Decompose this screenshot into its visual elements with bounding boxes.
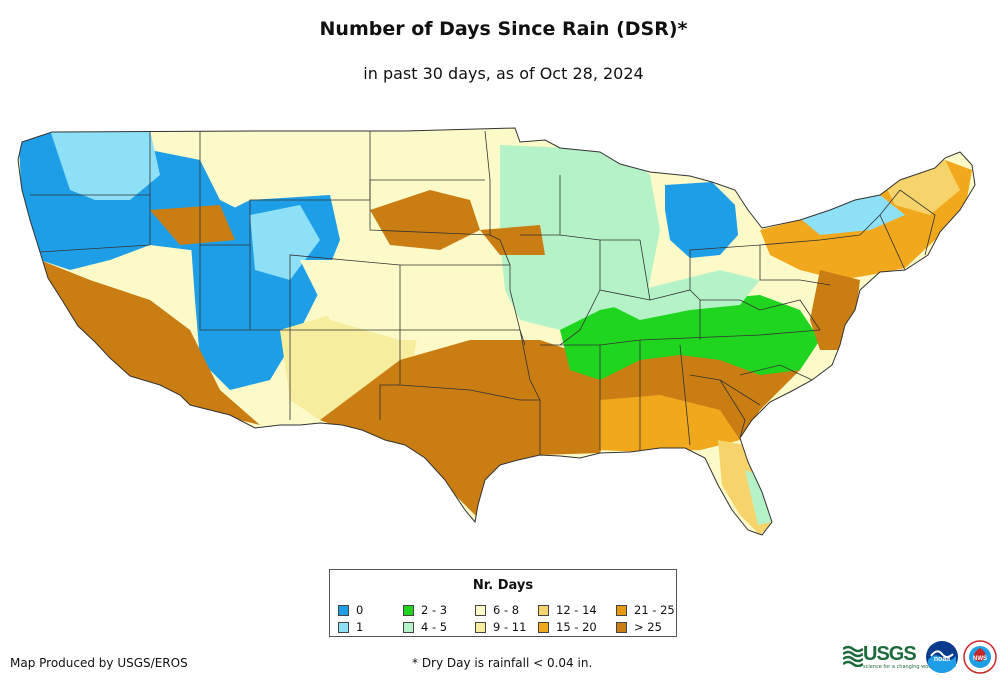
- legend-label: 9 - 11: [493, 620, 527, 634]
- nws-logo: NWS: [963, 640, 997, 674]
- legend-label: 6 - 8: [493, 603, 520, 617]
- region-2-3-ohio-valley: [560, 295, 820, 380]
- map-credit: Map Produced by USGS/EROS: [10, 656, 188, 670]
- map-legend: Nr. Days 0 1 2 - 3 4 - 5 6 - 8 9 - 11 12 - 14 1…: [329, 569, 677, 637]
- region-over-25-northern-plains: [370, 190, 480, 250]
- legend-swatch: [403, 605, 414, 616]
- region-over-25-idaho: [150, 205, 235, 245]
- legend-swatch: [616, 605, 627, 616]
- region-4-5-upper-midwest: [500, 145, 660, 340]
- legend-swatch: [475, 605, 486, 616]
- usgs-wordmark: USGS: [863, 643, 917, 665]
- legend-swatch: [475, 622, 486, 633]
- region-over-25-nebraska: [480, 225, 545, 255]
- map-title: Number of Days Since Rain (DSR)*: [319, 18, 688, 40]
- legend-label: > 25: [634, 620, 662, 634]
- region-4-5-ohio-north: [600, 270, 760, 320]
- conus-outline: [17, 127, 976, 536]
- legend-label: 21 - 25: [634, 603, 675, 617]
- legend-swatch: [338, 622, 349, 633]
- nws-emblem-icon: NWS: [963, 640, 997, 674]
- legend-label: 0: [356, 603, 364, 617]
- legend-label: 4 - 5: [421, 620, 448, 634]
- region-0-michigan: [665, 182, 738, 258]
- dry-day-footnote: * Dry Day is rainfall < 0.04 in.: [412, 656, 593, 670]
- usgs-logo: USGS science for a changing world: [843, 643, 935, 671]
- region-15-20-gulf-coast: [600, 395, 740, 452]
- legend-label: 15 - 20: [556, 620, 597, 634]
- legend-swatch: [538, 605, 549, 616]
- region-over-25-california: [40, 260, 260, 425]
- legend-title: Nr. Days: [472, 578, 534, 593]
- state-boundaries: [17, 127, 976, 536]
- region-6-8-central-plains: [300, 260, 520, 340]
- region-1-upstate-ny: [790, 195, 905, 235]
- usgs-tagline: science for a changing world: [863, 664, 935, 670]
- legend-swatch: [616, 622, 627, 633]
- legend-swatch: [403, 622, 414, 633]
- legend-label: 12 - 14: [556, 603, 597, 617]
- noaa-emblem-icon: noaa: [926, 641, 958, 673]
- usgs-wave-icon: [843, 645, 863, 667]
- map-subtitle: in past 30 days, as of Oct 28, 2024: [363, 64, 644, 83]
- nws-word: NWS: [973, 656, 987, 662]
- legend-label: 2 - 3: [421, 603, 448, 617]
- noaa-logo: noaa: [925, 640, 959, 674]
- legend-swatch: [538, 622, 549, 633]
- region-1-cascades: [50, 130, 160, 200]
- legend-swatch: [338, 605, 349, 616]
- legend-label: 1: [356, 620, 364, 634]
- noaa-word: noaa: [934, 656, 950, 663]
